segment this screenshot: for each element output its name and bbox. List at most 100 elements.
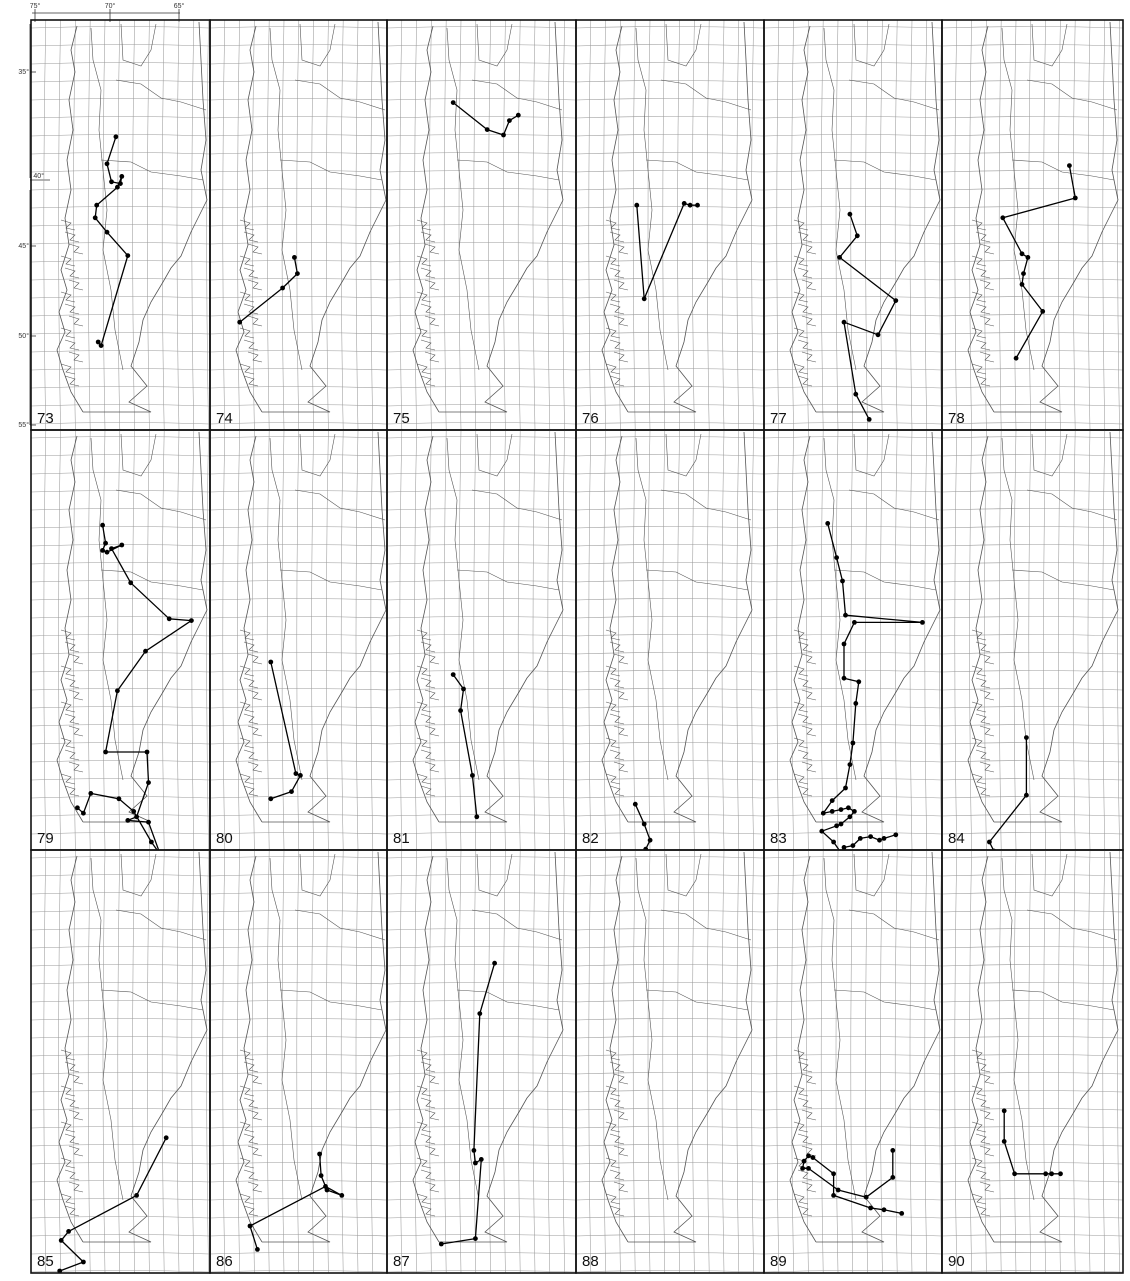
fjord-line (797, 1061, 813, 1073)
graticule-meridian (835, 850, 839, 1273)
track-point (450, 100, 456, 105)
graticule-parallel (210, 472, 387, 475)
graticule-parallel (942, 152, 1123, 155)
graticule-meridian (850, 20, 854, 430)
graticule-parallel (210, 134, 387, 137)
graticule-parallel (576, 350, 764, 353)
graticule-meridian (820, 430, 824, 850)
graticule-parallel (210, 1216, 387, 1219)
graticule-parallel (942, 116, 1123, 119)
graticule-meridian (1117, 430, 1120, 850)
graticule-parallel (387, 454, 576, 457)
fjord-line (609, 267, 625, 279)
fjord-line (68, 761, 84, 773)
map-panel: 81 (386, 429, 577, 851)
graticule-parallel (942, 670, 1123, 673)
graticule-parallel (210, 1198, 387, 1201)
graticule-meridian (102, 20, 106, 430)
graticule-parallel (764, 1252, 942, 1255)
graticule-parallel (387, 350, 576, 353)
fjord-line (797, 267, 813, 279)
fjord-line (979, 689, 995, 701)
track-point (853, 701, 859, 706)
track-point (128, 580, 134, 586)
graticule-parallel (764, 946, 942, 949)
fjord-line (64, 749, 80, 761)
border-line (1001, 27, 1035, 371)
fjord-line (243, 1169, 259, 1181)
graticule-parallel (210, 1162, 387, 1165)
graticule-parallel (31, 814, 210, 817)
track-point (339, 1193, 345, 1198)
fjord-line (60, 327, 76, 339)
graticule-parallel (31, 1090, 210, 1093)
graticule-parallel (387, 98, 576, 101)
graticule-parallel (387, 1252, 576, 1255)
graticule-meridian (532, 850, 536, 1273)
fjord-line (239, 1085, 255, 1097)
track-point (837, 255, 842, 260)
graticule-parallel (387, 62, 576, 65)
graticule-parallel (31, 1108, 210, 1111)
border-line (269, 27, 303, 371)
graticule-parallel (764, 44, 942, 47)
fjord-line (243, 267, 259, 279)
coastline-group (967, 851, 1119, 1243)
fjord-line (64, 267, 80, 279)
graticule-parallel (942, 544, 1123, 547)
graticule-parallel (210, 98, 387, 101)
graticule-parallel (942, 652, 1123, 655)
fjord-line (613, 653, 629, 665)
graticule-parallel (387, 1126, 576, 1129)
fjord-line (239, 773, 255, 785)
track-point (841, 319, 847, 325)
graticule-parallel (764, 1000, 942, 1003)
fjord-line (239, 701, 255, 713)
graticule-parallel (764, 634, 942, 637)
track-point (868, 1205, 873, 1211)
graticule-meridian (429, 850, 432, 1273)
track-point (1058, 1171, 1063, 1177)
graticule-meridian (1013, 850, 1017, 1273)
map-panel: 78 (941, 19, 1124, 431)
graticule-parallel (387, 170, 576, 173)
track-point (810, 1155, 816, 1160)
graticule-parallel (764, 598, 942, 601)
fjord-line (609, 231, 625, 243)
graticule-parallel (576, 98, 764, 101)
graticule-meridian (117, 430, 121, 850)
graticule-parallel (576, 634, 764, 637)
track-point (847, 211, 853, 217)
track-group (634, 201, 700, 302)
graticule-parallel (764, 296, 942, 299)
panel-content (942, 20, 1123, 430)
coastline-group (789, 851, 941, 1243)
border-line (100, 569, 204, 591)
graticule-meridian (677, 20, 680, 430)
graticule-parallel (387, 508, 576, 511)
graticule-parallel (31, 404, 210, 407)
fjord-line (797, 375, 813, 387)
graticule-meridian (909, 850, 913, 1273)
graticule-parallel (942, 62, 1123, 65)
graticule-meridian (662, 430, 666, 850)
graticule-parallel (942, 1144, 1123, 1147)
graticule-parallel (387, 634, 576, 637)
graticule-parallel (942, 1198, 1123, 1201)
border-line (833, 989, 937, 1011)
track-group (268, 659, 303, 802)
graticule-parallel (576, 562, 764, 565)
graticule-meridian (399, 20, 403, 430)
graticule-parallel (210, 350, 387, 353)
border-line (456, 989, 560, 1011)
fjord-line (979, 315, 995, 327)
graticule-meridian (473, 850, 477, 1273)
fjord-line (979, 351, 995, 363)
longitude-label-75: 75° (30, 2, 41, 10)
graticule-meridian (517, 430, 521, 850)
coastline-east (994, 851, 1119, 1243)
graticule-parallel (387, 580, 576, 583)
graticule-parallel (31, 946, 210, 949)
graticule-meridian (191, 850, 195, 1273)
graticule-meridian (835, 20, 839, 430)
